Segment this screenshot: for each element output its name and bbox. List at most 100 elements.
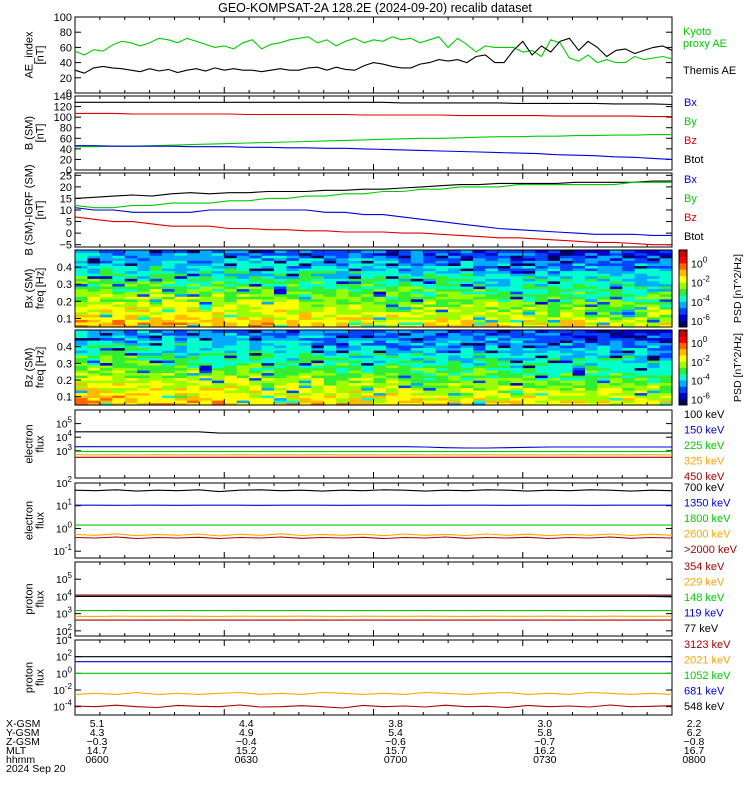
bzspec-cell xyxy=(609,360,623,364)
bzspec-cell xyxy=(659,330,673,334)
bxspec-cell xyxy=(522,321,536,326)
bzspec-cell xyxy=(361,347,375,351)
pflux1-legend-item: 77 keV xyxy=(684,623,719,635)
bxspec-cell xyxy=(572,260,586,264)
bzspec-cell xyxy=(460,385,474,389)
bzspec-cell xyxy=(75,357,89,361)
bxspec-cell xyxy=(647,280,661,284)
bzspec-cell xyxy=(622,330,636,334)
bzspec-cell xyxy=(75,375,89,379)
bxspec-cell xyxy=(261,311,275,315)
bzspec-cell xyxy=(348,342,362,346)
bxspec-cell xyxy=(211,293,225,297)
bxspec-cell xyxy=(323,291,337,295)
bzspec-cell xyxy=(261,330,275,334)
bzspec-cell xyxy=(659,352,673,356)
bzspec-cell xyxy=(199,400,213,404)
bzspec-cell xyxy=(186,377,200,381)
bzspec-cell xyxy=(473,390,487,394)
bxspec-cell xyxy=(609,283,623,287)
bzspec-colorbar-swatch xyxy=(679,392,687,400)
bxspec-cell xyxy=(435,270,449,274)
bxspec-cell xyxy=(99,293,113,297)
bxspec-cell xyxy=(385,252,399,256)
bzspec-cell xyxy=(659,360,673,364)
bzspec-cell xyxy=(274,335,288,339)
bzspec-cell xyxy=(460,362,474,366)
bzspec-cell xyxy=(597,382,611,386)
bzspec-cell xyxy=(560,330,574,334)
bxspec-cell xyxy=(522,280,536,284)
bzspec-cell xyxy=(435,330,449,334)
bzspec-cell xyxy=(75,400,89,404)
bxspec-cell xyxy=(497,296,511,300)
bxspec-cell xyxy=(261,296,275,300)
bxspec-cell xyxy=(423,303,437,308)
bxspec-cell xyxy=(298,324,312,328)
bzspec-cell xyxy=(572,397,586,401)
bxspec-colorbar-swatch xyxy=(679,269,687,277)
bxspec-cell xyxy=(336,275,350,279)
bzspec-cell xyxy=(236,332,250,336)
bxspec-cell xyxy=(385,265,399,269)
bxspec-cell xyxy=(348,319,362,323)
bzspec-cell xyxy=(597,330,611,334)
bxspec-colorbar-swatch xyxy=(679,250,687,257)
bxspec-cell xyxy=(647,301,661,305)
bzspec-cell xyxy=(162,367,176,371)
bzspec-cell xyxy=(186,402,200,406)
bzspec-cell xyxy=(609,397,623,401)
bxspec-cell xyxy=(622,321,636,326)
bzspec-cell xyxy=(236,357,250,361)
bxspec-cell xyxy=(162,321,176,326)
bxspec-cell xyxy=(199,314,213,318)
bxspec-cell xyxy=(99,265,113,269)
bxspec-cell xyxy=(460,262,474,266)
bzspec-cell xyxy=(423,330,437,334)
bzspec-cell xyxy=(410,335,424,339)
bzspec-cell xyxy=(298,375,312,379)
bxspec-cell xyxy=(274,270,288,274)
bxspec-cell xyxy=(274,324,288,328)
bxspec-cell xyxy=(485,262,499,266)
bxspec-cell xyxy=(249,291,263,295)
bxspec-cell xyxy=(448,288,462,292)
bzspec-cell xyxy=(460,337,474,341)
bxspec-cell xyxy=(485,298,499,302)
bzspec-cell xyxy=(448,337,462,341)
bzspec-cell xyxy=(87,335,101,339)
bzspec-cell xyxy=(473,360,487,364)
bxspec-cell xyxy=(460,250,474,254)
bzspec-cell xyxy=(286,392,300,396)
bxspec-cell xyxy=(560,298,574,302)
bxspec-cell xyxy=(261,267,275,272)
bxspec-cell xyxy=(211,311,225,315)
bxspec-cell xyxy=(473,303,487,308)
bxspec-cell xyxy=(124,262,138,266)
bzspec-cell xyxy=(547,385,561,389)
bdiff-ytick-label: 15 xyxy=(60,193,72,205)
bxspec-cell xyxy=(199,250,213,254)
bzspec-cell xyxy=(373,330,387,334)
bxspec-cell xyxy=(174,293,188,297)
bzspec-cell xyxy=(535,375,549,379)
bxspec-cell xyxy=(249,298,263,302)
bxspec-cell xyxy=(522,273,536,277)
ae-series-kyoto-proxy-ae xyxy=(74,36,673,64)
bzspec-cell xyxy=(473,397,487,401)
bxspec-cell xyxy=(336,319,350,323)
bzspec-cell xyxy=(336,355,350,359)
bzspec-cell xyxy=(473,345,487,349)
bzspec-cell xyxy=(510,400,524,404)
bxspec-cell xyxy=(497,311,511,315)
bzspec-cell xyxy=(236,365,250,369)
bzspec-cell xyxy=(659,382,673,386)
bzspec-cell xyxy=(622,337,636,341)
bxspec-cell xyxy=(659,311,673,315)
bxspec-cell xyxy=(112,267,126,272)
bxspec-cell xyxy=(410,324,424,328)
bzspec-cell xyxy=(162,400,176,404)
bzspec-cell xyxy=(75,345,89,349)
bzspec-cell xyxy=(236,355,250,359)
bzspec-cell xyxy=(460,330,474,334)
